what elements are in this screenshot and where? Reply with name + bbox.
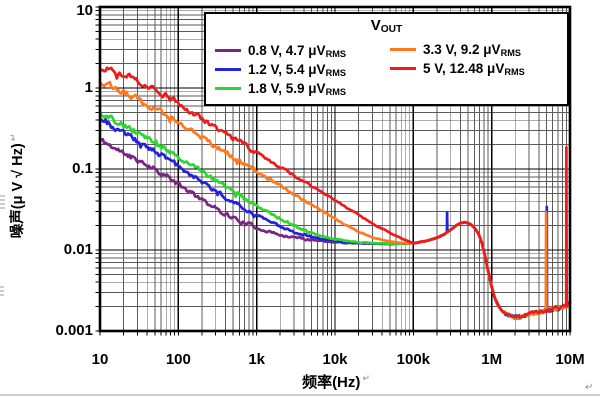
- legend-item: 1.8 V, 5.9 μVRMS: [215, 79, 390, 98]
- x-tick-label: 1M: [481, 351, 503, 368]
- document-rule-line: [0, 394, 600, 396]
- y-axis-title-text: 噪声(μ V √ Hz): [10, 143, 26, 239]
- legend-item: 1.2 V, 5.4 μVRMS: [215, 60, 390, 79]
- legend-line-swatch: [215, 48, 241, 53]
- legend-item-label: 1.8 V, 5.9 μVRMS: [248, 80, 346, 97]
- y-tick-label: 0.001: [55, 322, 93, 339]
- legend-item-label: 3.3 V, 9.2 μVRMS: [423, 41, 521, 58]
- curves: [98, 66, 572, 321]
- paragraph-mark-icon: ↵: [362, 373, 370, 383]
- x-tick-label: 100: [165, 351, 191, 368]
- paragraph-mark-icon: ↵: [585, 382, 594, 393]
- x-axis-title: 频率(Hz) ↵: [302, 371, 370, 392]
- paragraph-mark-icon: ↵: [8, 133, 19, 142]
- x-tick-label: 10k: [322, 351, 348, 368]
- legend-item-label: 5 V, 12.48 μVRMS: [423, 60, 525, 77]
- legend-item: 0.8 V, 4.7 μVRMS: [215, 41, 390, 60]
- y-tick-label: 10: [76, 2, 93, 19]
- legend-item-label: 1.2 V, 5.4 μVRMS: [248, 61, 346, 78]
- x-axis-title-text: 频率(Hz): [302, 374, 361, 391]
- legend-line-swatch: [215, 86, 241, 91]
- legend-item: 3.3 V, 9.2 μVRMS: [390, 40, 567, 59]
- x-tick-label: 100k: [396, 351, 431, 368]
- legend-line-swatch: [390, 66, 416, 71]
- legend-column-right: 3.3 V, 9.2 μVRMS 5 V, 12.48 μVRMS: [390, 40, 567, 98]
- y-tick-label: 0.01: [63, 241, 93, 258]
- x-tick-label: 10M: [555, 351, 585, 368]
- x-tick-label: 1k: [248, 351, 265, 368]
- legend-columns: 0.8 V, 4.7 μVRMS 1.2 V, 5.4 μVRMS 1.8 V, 5…: [206, 41, 567, 98]
- edge-artifact: [0, 195, 5, 296]
- legend-item: 5 V, 12.48 μVRMS: [390, 59, 567, 78]
- legend-item-label: 0.8 V, 4.7 μVRMS: [248, 42, 346, 59]
- legend-line-swatch: [390, 47, 416, 52]
- legend-column-left: 0.8 V, 4.7 μVRMS 1.2 V, 5.4 μVRMS 1.8 V, 5…: [215, 41, 390, 98]
- plot-frame: [98, 5, 572, 333]
- legend: VOUT 0.8 V, 4.7 μVRMS 1.2 V, 5.4 μVRMS 1.8…: [204, 12, 569, 106]
- legend-title: VOUT: [370, 17, 403, 36]
- series-curve: [98, 66, 572, 319]
- y-tick-label: 1: [84, 79, 93, 96]
- legend-line-swatch: [215, 67, 241, 72]
- y-axis-title: 噪声(μ V √ Hz)↵: [6, 116, 26, 256]
- x-tick-label: 10: [91, 351, 109, 368]
- y-tick-label: 0.1: [72, 160, 93, 177]
